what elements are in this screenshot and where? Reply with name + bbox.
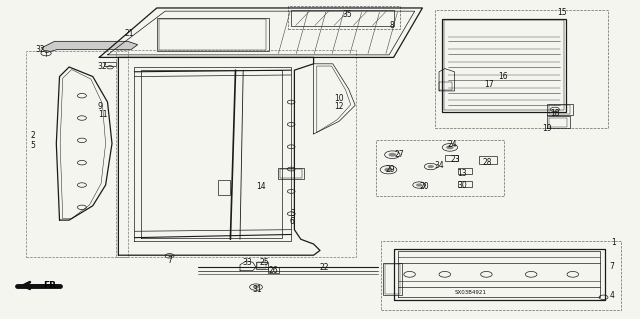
Bar xyxy=(444,20,564,110)
Text: 17: 17 xyxy=(484,80,494,89)
Bar xyxy=(458,168,472,174)
Text: 35: 35 xyxy=(342,10,352,19)
Text: 33: 33 xyxy=(242,258,252,267)
Text: 6: 6 xyxy=(290,217,295,226)
Bar xyxy=(157,18,269,51)
Text: 30: 30 xyxy=(457,181,467,190)
Text: 13: 13 xyxy=(457,169,467,178)
Bar xyxy=(435,10,608,128)
Bar xyxy=(159,19,266,50)
Bar xyxy=(288,6,400,29)
Text: 32: 32 xyxy=(97,63,107,71)
Text: 34: 34 xyxy=(434,161,444,170)
Text: 32: 32 xyxy=(35,45,45,54)
Bar xyxy=(381,241,621,310)
Bar xyxy=(439,82,452,90)
Text: 28: 28 xyxy=(483,158,492,167)
Text: 14: 14 xyxy=(256,182,266,191)
Text: 4: 4 xyxy=(609,291,614,300)
Bar xyxy=(256,262,268,269)
Circle shape xyxy=(416,183,422,187)
Bar xyxy=(549,118,567,127)
Text: 10: 10 xyxy=(334,94,344,103)
Text: 1: 1 xyxy=(611,238,616,247)
Text: 24: 24 xyxy=(448,140,458,149)
Bar xyxy=(376,140,504,196)
Text: 31: 31 xyxy=(253,285,262,294)
Bar xyxy=(116,50,356,257)
Text: 19: 19 xyxy=(542,124,552,133)
Text: SX03B4921: SX03B4921 xyxy=(454,290,486,295)
Polygon shape xyxy=(42,41,138,53)
Circle shape xyxy=(446,145,454,149)
Text: 18: 18 xyxy=(550,109,560,118)
Text: 20: 20 xyxy=(419,182,429,191)
Text: 12: 12 xyxy=(334,102,344,111)
Bar xyxy=(458,181,472,187)
Text: 16: 16 xyxy=(498,72,508,81)
Bar xyxy=(26,51,128,257)
Text: 8: 8 xyxy=(389,21,394,30)
Text: 29: 29 xyxy=(386,165,396,174)
Bar xyxy=(280,169,302,178)
Text: 11: 11 xyxy=(98,110,108,119)
Text: 22: 22 xyxy=(320,263,330,272)
Text: 5: 5 xyxy=(31,141,36,150)
Bar xyxy=(268,267,279,273)
Bar xyxy=(385,264,400,294)
Bar xyxy=(218,180,230,195)
Text: 2: 2 xyxy=(31,131,35,140)
Text: 27: 27 xyxy=(395,150,404,159)
Circle shape xyxy=(253,286,259,289)
Text: 7: 7 xyxy=(168,256,173,265)
Bar xyxy=(549,105,570,114)
Circle shape xyxy=(384,168,393,172)
Text: 26: 26 xyxy=(269,266,278,275)
Bar xyxy=(445,155,458,161)
Bar xyxy=(104,62,116,66)
Text: 25: 25 xyxy=(259,258,269,267)
Bar xyxy=(383,263,402,295)
Circle shape xyxy=(428,165,434,168)
Text: 23: 23 xyxy=(451,155,460,164)
Bar xyxy=(257,262,266,268)
Text: 3: 3 xyxy=(290,209,295,218)
Text: 21: 21 xyxy=(125,29,134,38)
Circle shape xyxy=(388,153,396,157)
Bar xyxy=(479,156,497,164)
Bar xyxy=(278,168,304,179)
Text: 9: 9 xyxy=(98,102,103,111)
Text: 7: 7 xyxy=(609,262,614,271)
Bar xyxy=(291,10,394,26)
Text: FR.: FR. xyxy=(44,281,60,290)
Bar xyxy=(442,19,566,112)
Text: 15: 15 xyxy=(557,8,566,17)
